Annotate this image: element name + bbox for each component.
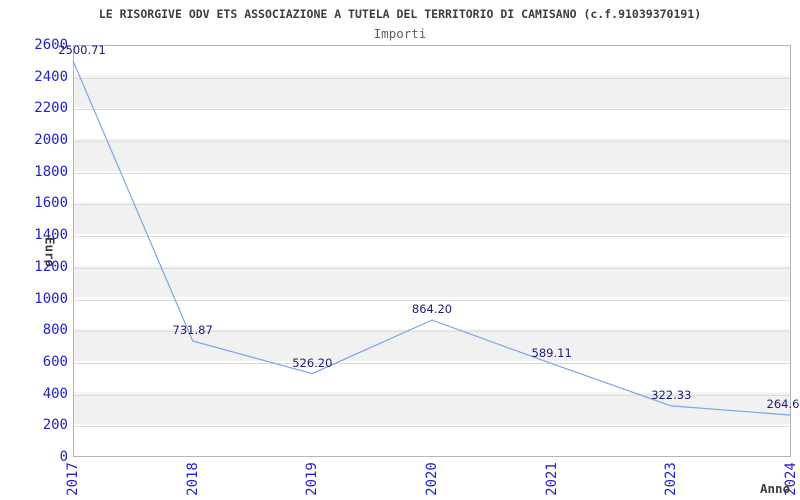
- gridline: [74, 362, 790, 364]
- y-tick-label: 1200: [34, 258, 68, 275]
- data-point-label: 526.20: [292, 355, 333, 370]
- x-axis-title: Anno: [760, 481, 791, 496]
- data-point-label: 864.20: [411, 302, 453, 317]
- y-axis-title: Euro: [42, 236, 58, 268]
- x-tick-label: 2021: [543, 462, 560, 496]
- x-tick-label: 2017: [65, 462, 81, 496]
- x-tick-label: 2018: [184, 462, 201, 496]
- x-tick-label: 2020: [424, 462, 440, 496]
- y-tick-label: 2400: [34, 68, 68, 85]
- gridline: [74, 204, 790, 206]
- y-tick-label: 2000: [34, 132, 68, 149]
- gridline: [74, 267, 790, 269]
- gridline: [74, 426, 790, 428]
- data-point-label: 264.6: [766, 397, 800, 412]
- chart-subtitle: Importi: [373, 26, 427, 41]
- y-tick-label: 1800: [34, 163, 68, 180]
- y-tick-label: 800: [42, 322, 68, 339]
- y-tick-label: 2600: [34, 37, 68, 53]
- x-tick-label: 2023: [663, 462, 680, 496]
- gridline: [74, 236, 790, 238]
- gridline: [74, 141, 790, 143]
- gridline: [74, 77, 790, 79]
- x-tick-label: 2019: [304, 462, 321, 496]
- data-point-label: 322.33: [651, 387, 692, 402]
- y-tick-label: 400: [42, 385, 68, 402]
- y-tick-label: 0: [59, 449, 68, 465]
- data-point-label: 589.11: [531, 345, 572, 360]
- data-point-label: 731.87: [172, 323, 213, 338]
- chart-title: LE RISORGIVE ODV ETS ASSOCIAZIONE A TUTE…: [98, 7, 702, 21]
- y-tick-label: 600: [42, 353, 68, 370]
- gridline: [74, 109, 790, 111]
- data-point-label: 2500.71: [58, 42, 106, 57]
- gridline: [74, 172, 790, 174]
- y-tick-label: 1000: [34, 290, 68, 307]
- gridline: [74, 299, 790, 301]
- y-tick-label: 2200: [34, 100, 68, 117]
- y-tick-label: 200: [42, 417, 68, 434]
- y-tick-label: 1600: [34, 195, 68, 212]
- y-tick-label: 1400: [34, 227, 68, 244]
